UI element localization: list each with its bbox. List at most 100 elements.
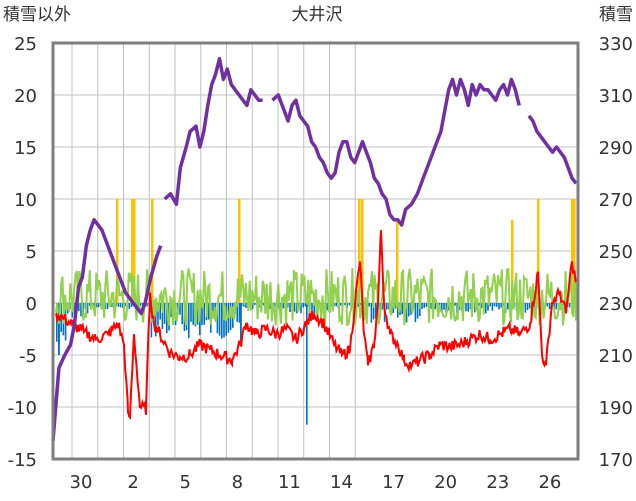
snow-change-bar [157,303,159,326]
snow-change-bar [416,303,419,319]
y-right-tick-label: 250 [599,242,633,263]
snow-change-bar [524,303,527,313]
snow-change-bar [128,303,131,310]
snow-change-bar [434,303,436,310]
x-tick-label: 2 [127,472,138,493]
y-left-tick-label: 20 [14,86,37,107]
snow-change-bar [555,303,557,310]
snow-change-bar [485,303,487,314]
snow-change-bar [287,303,289,308]
snow-change-bar [139,303,142,306]
chart-title: 大井沢 [292,5,343,25]
snow-change-bar [159,303,161,320]
snow-change-bar [216,303,219,334]
snow-change-bar [487,303,489,311]
y-left-tick-label: -10 [8,398,37,419]
y-left-tick-label: 10 [14,190,37,211]
snow-change-bar [480,303,483,309]
snow-change-bar [423,303,425,308]
snow-change-bar [196,303,199,325]
snow-change-bar [295,303,298,314]
snow-change-bar [80,303,82,317]
snow-change-bar [146,303,148,307]
snow-change-bar [397,303,399,318]
snow-change-bar [386,303,388,310]
snow-change-bar [254,303,256,306]
snow-change-bar [300,303,302,314]
snow-change-bar [311,303,313,311]
snow-change-bar [375,303,377,319]
x-tick-label: 11 [278,472,301,493]
y-right-label: 積雪 [599,5,633,25]
y-right-ticks: 330 310 290 270 250 230 210 190 170 [599,34,633,471]
snow-change-bar [526,303,529,311]
snow-change-bar [441,303,443,313]
snow-change-bar [86,303,89,314]
snow-change-bar [190,303,192,322]
snow-change-bar [203,303,205,325]
snow-change-bar [500,303,502,308]
snow-change-bar [410,303,412,315]
snow-change-bar [313,303,315,314]
snow-change-bar [302,303,304,308]
snow-change-bar [306,303,308,425]
precipitation-bar [116,199,119,303]
snow-change-bar [192,303,194,325]
snow-change-bar [454,303,456,306]
x-tick-label: 30 [70,472,93,493]
y-left-tick-label: 5 [26,242,37,263]
snow-depth-line [51,56,578,441]
snow-change-bar [289,303,291,313]
snow-change-bar [326,303,329,311]
precipitation-bar [151,199,154,303]
snow-change-bar [357,303,359,307]
snow-change-bar [498,303,500,310]
snow-change-bar [548,303,551,310]
x-tick-label: 8 [232,472,243,493]
snow-change-bar [240,303,242,345]
snow-change-bar [236,303,238,322]
x-tick-label: 26 [538,472,561,493]
snow-change-bar [493,303,496,307]
series-lines [51,56,579,441]
precipitation-bars [116,199,576,303]
y-right-tick-label: 210 [599,346,633,367]
y-right-tick-label: 230 [599,294,633,315]
snow-change-bar [478,303,480,306]
x-ticks: 30 2 5 8 11 14 17 20 23 26 [70,472,562,493]
snow-change-bar [282,303,285,309]
snow-change-bar [106,303,109,310]
y-right-tick-label: 310 [599,86,633,107]
snow-change-bar [443,303,445,310]
snow-change-bar [245,303,247,308]
y-left-tick-label: 25 [14,34,37,55]
precipitation-bar [396,219,399,303]
y-right-tick-label: 170 [599,450,633,471]
snow-change-bar [221,303,223,339]
wind-line [55,267,579,327]
y-left-tick-label: -5 [19,346,37,367]
snow-change-bar [465,303,467,312]
y-right-tick-label: 270 [599,190,633,211]
snow-change-bar [238,303,241,323]
snow-change-bar [370,303,373,323]
x-tick-label: 20 [434,472,457,493]
snow-change-bar [546,303,549,307]
snow-change-bar [58,303,60,355]
precipitation-bar [573,199,576,303]
snow-change-bar [344,303,346,306]
snow-change-bar [201,303,203,326]
snow-change-bar [119,303,122,308]
snow-change-bar [553,303,555,309]
snow-change-bar [269,303,271,309]
snow-change-bar [78,303,80,312]
snow-change-bar [394,303,397,309]
plot-frame [51,41,580,461]
y-right-tick-label: 190 [599,398,633,419]
snow-change-bar [97,303,100,308]
snow-change-bar [130,303,133,307]
snow-change-bar [496,303,498,307]
snow-change-bar [181,303,183,325]
snow-change-bar [207,303,210,320]
